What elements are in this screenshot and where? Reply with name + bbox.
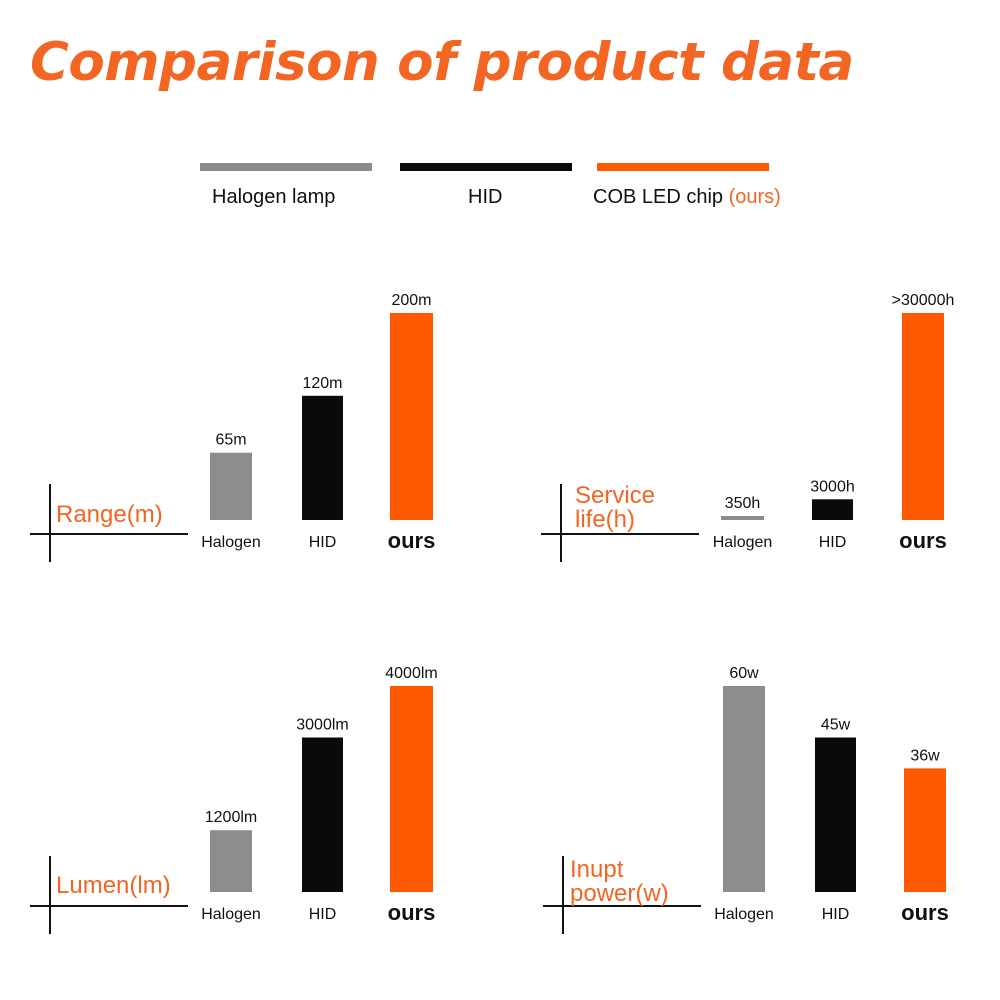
bar-hid	[812, 499, 853, 520]
legend-item-hid: HID	[400, 163, 572, 208]
bar-hid	[815, 737, 856, 892]
category-label-ours: ours	[901, 900, 949, 925]
bar-ours	[390, 686, 433, 892]
chart-lumen: 1200lm Halogen 3000lm HID 4000lm ours Lumen(l…	[20, 640, 500, 980]
legend-label-halogen: Halogen lamp	[212, 186, 336, 208]
category-label-hid: HID	[822, 906, 850, 923]
category-label-hid: HID	[309, 906, 337, 923]
value-label-hid: 3000h	[810, 478, 855, 495]
category-label-hid: HID	[309, 534, 337, 551]
bar-hid	[302, 395, 343, 520]
category-label-ours: ours	[388, 900, 436, 925]
legend-item-halogen: Halogen lamp	[200, 163, 372, 208]
bar-hid	[302, 737, 343, 892]
value-label-ours: 200m	[391, 292, 431, 309]
value-label-ours: >30000h	[892, 292, 955, 309]
chart-range: 65m Halogen 120m HID 200m ours Range(m)	[20, 260, 500, 600]
chart-canvas-input-power: 60w Halogen 45w HID 36w ours	[543, 665, 949, 934]
category-label-halogen: Halogen	[714, 906, 774, 923]
legend-swatch-halogen	[200, 163, 372, 171]
chart-canvas-service-life: 350h Halogen 3000h HID >30000h ours	[541, 292, 955, 562]
legend-item-cob-led: COB LED chip (ours)	[593, 163, 781, 208]
bar-halogen	[210, 452, 252, 520]
bar-ours	[902, 313, 944, 520]
bar-halogen	[721, 516, 764, 520]
legend-swatch-hid	[400, 163, 572, 171]
chart-canvas-range: 65m Halogen 120m HID 200m ours	[30, 292, 436, 562]
value-label-ours: 4000lm	[385, 665, 437, 682]
axis-label-input-power: Inupt power(w)	[570, 856, 669, 907]
value-label-ours: 36w	[910, 747, 940, 764]
axis-label-lumen: Lumen(lm)	[56, 872, 171, 899]
value-label-hid: 120m	[302, 375, 342, 392]
legend-label-cob-led: COB LED chip (ours)	[593, 186, 781, 208]
axis-label-service-life: Service life(h)	[575, 482, 656, 533]
category-label-halogen: Halogen	[713, 534, 773, 551]
category-label-ours: ours	[388, 528, 436, 553]
axis-label-range: Range(m)	[56, 501, 163, 528]
page-title: Comparison of product data	[30, 32, 854, 93]
value-label-hid: 45w	[821, 717, 851, 734]
value-label-halogen: 350h	[725, 495, 761, 512]
value-label-hid: 3000lm	[296, 717, 348, 734]
category-label-ours: ours	[899, 528, 947, 553]
value-label-halogen: 65m	[215, 432, 246, 449]
bar-ours	[904, 768, 946, 892]
chart-input-power: 60w Halogen 45w HID 36w ours Inupt power(w)	[520, 640, 1000, 980]
value-label-halogen: 60w	[729, 665, 759, 682]
category-label-hid: HID	[819, 534, 847, 551]
category-label-halogen: Halogen	[201, 906, 261, 923]
legend-swatch-cob-led	[597, 163, 769, 171]
legend-label-hid: HID	[468, 186, 503, 208]
bar-halogen	[723, 686, 765, 892]
category-label-halogen: Halogen	[201, 534, 261, 551]
bar-ours	[390, 313, 433, 520]
chart-canvas-lumen: 1200lm Halogen 3000lm HID 4000lm ours	[30, 665, 438, 934]
value-label-halogen: 1200lm	[205, 809, 257, 826]
chart-service-life: 350h Halogen 3000h HID >30000h ours Service l…	[520, 260, 1000, 600]
bar-halogen	[210, 830, 252, 892]
